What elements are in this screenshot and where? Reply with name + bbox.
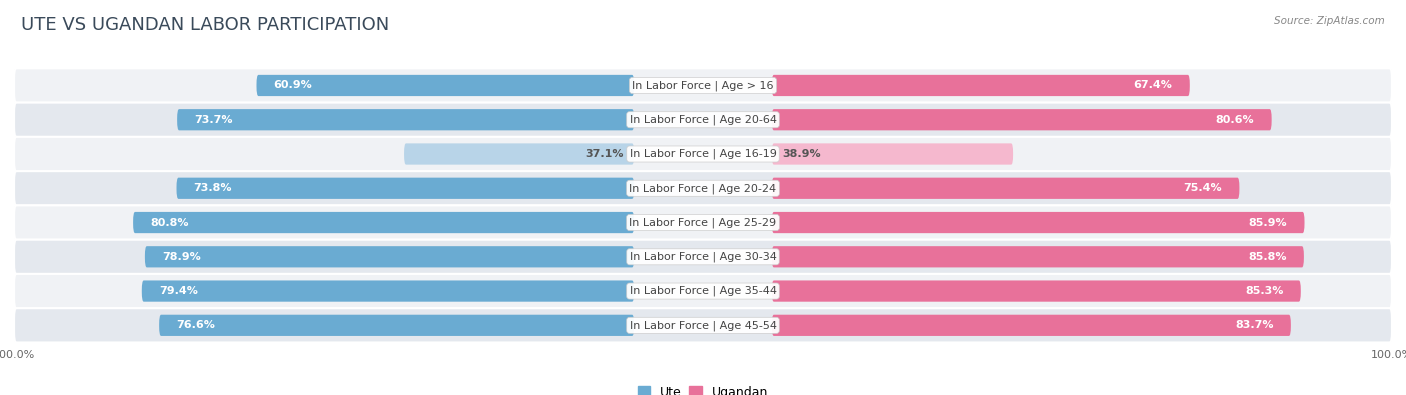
Text: In Labor Force | Age 30-34: In Labor Force | Age 30-34 [630,252,776,262]
Text: In Labor Force | Age 25-29: In Labor Force | Age 25-29 [630,217,776,228]
Text: 75.4%: 75.4% [1184,183,1222,193]
Text: 73.8%: 73.8% [194,183,232,193]
Text: In Labor Force | Age > 16: In Labor Force | Age > 16 [633,80,773,91]
Text: In Labor Force | Age 20-64: In Labor Force | Age 20-64 [630,115,776,125]
FancyBboxPatch shape [14,137,1392,171]
Text: 76.6%: 76.6% [176,320,215,330]
FancyBboxPatch shape [177,109,634,130]
Text: 83.7%: 83.7% [1234,320,1274,330]
Text: 73.7%: 73.7% [194,115,233,125]
FancyBboxPatch shape [134,212,634,233]
FancyBboxPatch shape [142,280,634,302]
Legend: Ute, Ugandan: Ute, Ugandan [633,381,773,395]
Text: In Labor Force | Age 45-54: In Labor Force | Age 45-54 [630,320,776,331]
FancyBboxPatch shape [772,246,1303,267]
Text: 80.8%: 80.8% [150,218,188,228]
Text: 67.4%: 67.4% [1133,81,1173,90]
FancyBboxPatch shape [772,280,1301,302]
Text: Source: ZipAtlas.com: Source: ZipAtlas.com [1274,16,1385,26]
FancyBboxPatch shape [14,308,1392,342]
FancyBboxPatch shape [177,178,634,199]
Text: 79.4%: 79.4% [159,286,198,296]
FancyBboxPatch shape [159,315,634,336]
Text: 85.8%: 85.8% [1249,252,1286,262]
FancyBboxPatch shape [256,75,634,96]
Text: 85.9%: 85.9% [1249,218,1288,228]
FancyBboxPatch shape [404,143,634,165]
Text: 78.9%: 78.9% [162,252,201,262]
Text: 37.1%: 37.1% [585,149,624,159]
FancyBboxPatch shape [772,212,1305,233]
Text: In Labor Force | Age 35-44: In Labor Force | Age 35-44 [630,286,776,296]
Text: In Labor Force | Age 20-24: In Labor Force | Age 20-24 [630,183,776,194]
FancyBboxPatch shape [772,75,1189,96]
Text: In Labor Force | Age 16-19: In Labor Force | Age 16-19 [630,149,776,159]
FancyBboxPatch shape [772,315,1291,336]
FancyBboxPatch shape [772,178,1240,199]
Text: 80.6%: 80.6% [1216,115,1254,125]
FancyBboxPatch shape [14,171,1392,205]
FancyBboxPatch shape [772,109,1271,130]
FancyBboxPatch shape [14,68,1392,103]
FancyBboxPatch shape [14,274,1392,308]
FancyBboxPatch shape [145,246,634,267]
FancyBboxPatch shape [772,143,1014,165]
Text: 85.3%: 85.3% [1246,286,1284,296]
Text: UTE VS UGANDAN LABOR PARTICIPATION: UTE VS UGANDAN LABOR PARTICIPATION [21,16,389,34]
Text: 38.9%: 38.9% [782,149,821,159]
Text: 60.9%: 60.9% [274,81,312,90]
FancyBboxPatch shape [14,240,1392,274]
FancyBboxPatch shape [14,103,1392,137]
FancyBboxPatch shape [14,205,1392,240]
